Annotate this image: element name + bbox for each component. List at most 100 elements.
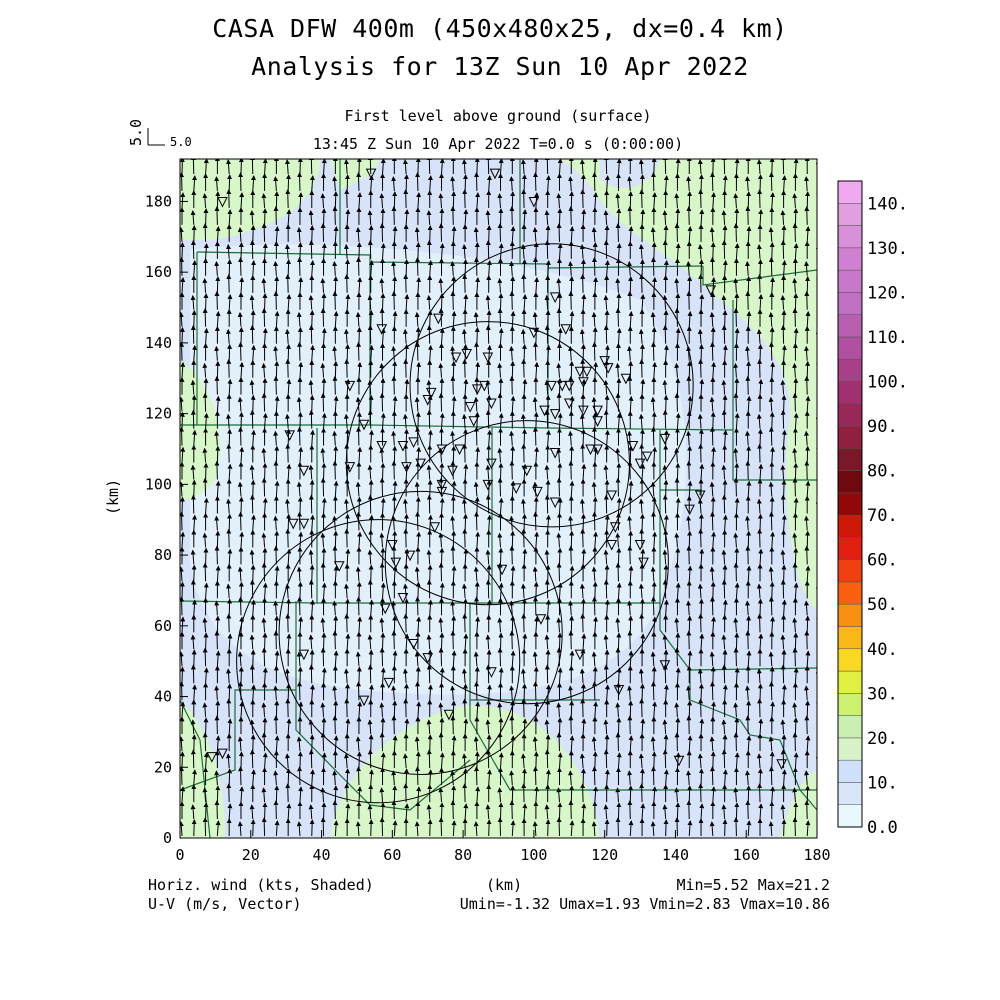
wind-vector: [771, 143, 772, 157]
wind-vector: [367, 549, 373, 565]
wind-vector: [180, 172, 185, 191]
wind-vector: [497, 787, 503, 803]
wind-vector: [344, 273, 350, 293]
wind-vector: [485, 549, 491, 565]
wind-vector: [769, 496, 775, 514]
wind-vector: [804, 800, 810, 820]
wind-vector: [579, 753, 585, 769]
wind-vector: [498, 208, 504, 225]
wind-vector: [180, 192, 186, 208]
colorbar-label: 80.: [867, 462, 898, 482]
wind-vector: [391, 545, 397, 565]
wind-vector: [237, 821, 243, 837]
wind-vector: [592, 496, 598, 514]
wind-vector: [309, 479, 315, 497]
x-tick-label: 80: [454, 846, 472, 864]
x-tick-label: 40: [313, 846, 331, 864]
wind-vector: [450, 345, 456, 361]
wind-vector: [522, 378, 528, 395]
wind-vector: [250, 564, 256, 582]
wind-vector: [757, 683, 763, 701]
wind-vector: [333, 395, 339, 412]
wind-vector: [520, 244, 526, 259]
wind-vector: [379, 732, 385, 752]
wind-vector: [450, 290, 456, 310]
wind-vector: [451, 445, 457, 463]
wind-vector: [202, 392, 208, 412]
wind-vector: [463, 633, 469, 650]
wind-vector: [225, 159, 231, 175]
wind-vector: [521, 528, 527, 548]
wind-vector: [262, 497, 268, 514]
colorbar-swatch: [837, 782, 863, 805]
wind-vector: [251, 429, 256, 446]
wind-vector: [510, 275, 516, 293]
colorbar-swatch: [837, 381, 863, 405]
wind-vector: [571, 142, 572, 157]
wind-vector: [498, 243, 504, 259]
wind-vector: [367, 579, 373, 599]
wind-vector: [227, 683, 233, 701]
wind-vector: [273, 685, 279, 701]
wind-vector: [815, 244, 817, 250]
wind-vector: [426, 159, 432, 174]
wind-vector: [510, 785, 516, 803]
wind-vector: [391, 515, 397, 531]
wind-vector: [604, 479, 610, 497]
wind-vector: [686, 715, 692, 735]
wind-vector: [533, 242, 539, 259]
wind-vector: [284, 498, 290, 514]
wind-vector: [580, 598, 586, 616]
wind-vector: [462, 528, 468, 548]
wind-vector: [819, 634, 820, 649]
wind-vector: [451, 530, 457, 548]
wind-vector: [403, 698, 409, 718]
colorbar-label: 100.: [867, 372, 908, 392]
wind-vector: [556, 193, 562, 208]
wind-vector: [816, 528, 817, 534]
wind-vector: [639, 343, 645, 361]
wind-vector: [592, 159, 598, 174]
wind-vector: [261, 647, 267, 667]
wind-vector: [662, 409, 668, 429]
wind-vector: [662, 494, 668, 514]
wind-vector: [343, 159, 349, 175]
colorbar-swatch: [837, 737, 863, 761]
wind-vector: [497, 532, 503, 548]
colorbar-swatch: [837, 203, 863, 226]
wind-vector: [344, 528, 350, 548]
wind-vector: [509, 430, 515, 446]
wind-vector: [320, 277, 326, 293]
wind-vector: [380, 547, 386, 565]
wind-vector: [237, 396, 243, 412]
wind-vector: [439, 292, 445, 310]
wind-vector: [214, 515, 220, 531]
wind-vector: [698, 698, 704, 718]
wind-vector: [367, 240, 373, 259]
wind-vector: [180, 242, 185, 259]
wind-vector: [675, 462, 681, 480]
wind-vector: [473, 311, 479, 327]
wind-vector: [485, 210, 491, 225]
wind-vector: [402, 753, 408, 769]
wind-vector: [568, 685, 574, 701]
wind-vector: [356, 681, 362, 701]
wind-vector: [356, 766, 362, 786]
wind-vector: [721, 664, 727, 684]
wind-vector: [368, 684, 374, 701]
wind-vector: [521, 174, 527, 191]
wind-vector: [308, 494, 314, 514]
wind-vector: [309, 684, 315, 701]
wind-vector: [439, 412, 445, 429]
wind-vector: [308, 804, 314, 820]
wind-vector: [627, 630, 633, 650]
wind-vector: [733, 817, 739, 837]
wind-vector: [768, 256, 774, 276]
wind-vector: [202, 787, 208, 803]
wind-vector: [321, 752, 327, 769]
wind-vector: [451, 226, 457, 242]
wind-vector: [191, 564, 197, 582]
wind-vector: [203, 327, 209, 344]
wind-vector: [721, 409, 727, 429]
wind-vector: [250, 309, 256, 327]
